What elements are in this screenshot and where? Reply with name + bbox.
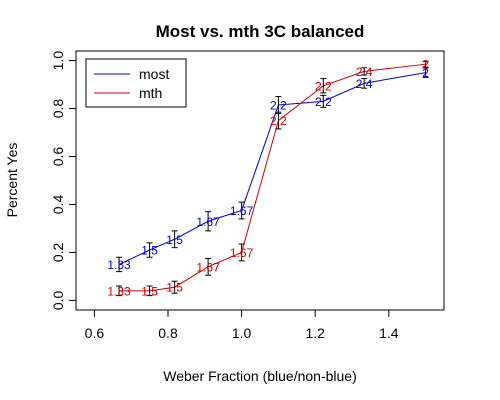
x-tick-label-1: 0.8 [158, 325, 178, 341]
error-bar-mth-0 [116, 285, 123, 297]
error-bar-mth-8 [422, 60, 429, 68]
legend-box [85, 58, 187, 108]
chart-title: Most vs. mth 3C balanced [156, 22, 365, 41]
error-bar-mth-6 [320, 78, 327, 94]
x-tick-label-3: 1.2 [305, 325, 325, 341]
point-label-most-8: 2 [422, 66, 429, 80]
y-axis-label: Percent Yes [4, 143, 20, 218]
point-label-mth-5: 2.2 [270, 114, 287, 128]
y-tick-label-1: 0.2 [50, 243, 66, 263]
point-label-most-3: 1.67 [196, 215, 220, 229]
error-bar-most-2 [171, 230, 178, 249]
error-bar-most-6 [320, 94, 327, 108]
error-bar-mth-1 [146, 285, 153, 297]
point-label-most-7: 2.4 [356, 77, 373, 91]
plot-area [75, 50, 445, 311]
point-label-most-2: 1.5 [166, 233, 183, 247]
error-bar-most-8 [422, 67, 429, 78]
x-axis: 0.6 0.8 1.0 1.2 1.4 [85, 310, 399, 341]
error-bar-most-0 [116, 256, 123, 273]
legend: most mth [85, 58, 187, 108]
point-label-most-6: 2.2 [315, 95, 332, 109]
point-label-most-5: 2.2 [270, 98, 287, 112]
error-bar-mth-7 [361, 67, 368, 76]
y-tick-label-4: 0.8 [50, 99, 66, 119]
point-label-mth-0: 1.33 [107, 284, 131, 298]
error-bar-mth-5 [275, 111, 282, 130]
error-bar-mth-2 [171, 280, 178, 294]
x-axis-label: Weber Fraction (blue/non-blue) [163, 368, 357, 384]
point-label-most-4: 1.67 [230, 204, 254, 218]
point-label-mth-1: 1.5 [141, 284, 158, 298]
series-layer: 1.331.51.51.671.672.2 2.22.421.33 1.5 1.51.… [107, 58, 429, 299]
point-label-mth-6: 2.2 [315, 79, 332, 93]
error-bar-mth-3 [205, 257, 212, 276]
y-axis: 0.0 0.2 0.4 0.6 0.8 1.0 [50, 51, 76, 310]
y-tick-label-2: 0.4 [50, 195, 66, 215]
legend-label-mth: mth [139, 85, 162, 101]
x-tick-label-4: 1.4 [379, 325, 399, 341]
legend-label-most: most [139, 66, 169, 82]
point-label-mth-2: 1.5 [166, 281, 183, 295]
point-label-mth-8: 2 [422, 58, 429, 72]
point-label-mth-7: 2.4 [356, 65, 373, 79]
y-tick-label-3: 0.6 [50, 147, 66, 167]
series-mth: 1.33 1.5 1.5 1.67 1.67 2.2 2.2 2.4 2 [107, 58, 429, 299]
error-bar-most-7 [361, 78, 368, 89]
x-tick-label-2: 1.0 [232, 325, 252, 341]
error-bar-mth-4 [238, 243, 245, 262]
point-label-most-1: 1.5 [141, 244, 158, 258]
point-label-mth-3: 1.67 [196, 260, 220, 274]
series-most: 1.33 1.5 1.5 1.67 1.67 2.2 2.2 2.4 2 [107, 66, 429, 273]
point-label-most-0: 1.33 [107, 258, 131, 272]
y-tick-label-0: 0.0 [50, 290, 66, 310]
x-tick-label-0: 0.6 [85, 325, 105, 341]
error-bar-most-1 [146, 242, 153, 258]
point-label-mth-4: 1.67 [230, 246, 254, 260]
error-bar-most-4 [238, 201, 245, 220]
y-tick-label-5: 1.0 [50, 51, 66, 71]
error-bar-most-3 [205, 211, 212, 232]
